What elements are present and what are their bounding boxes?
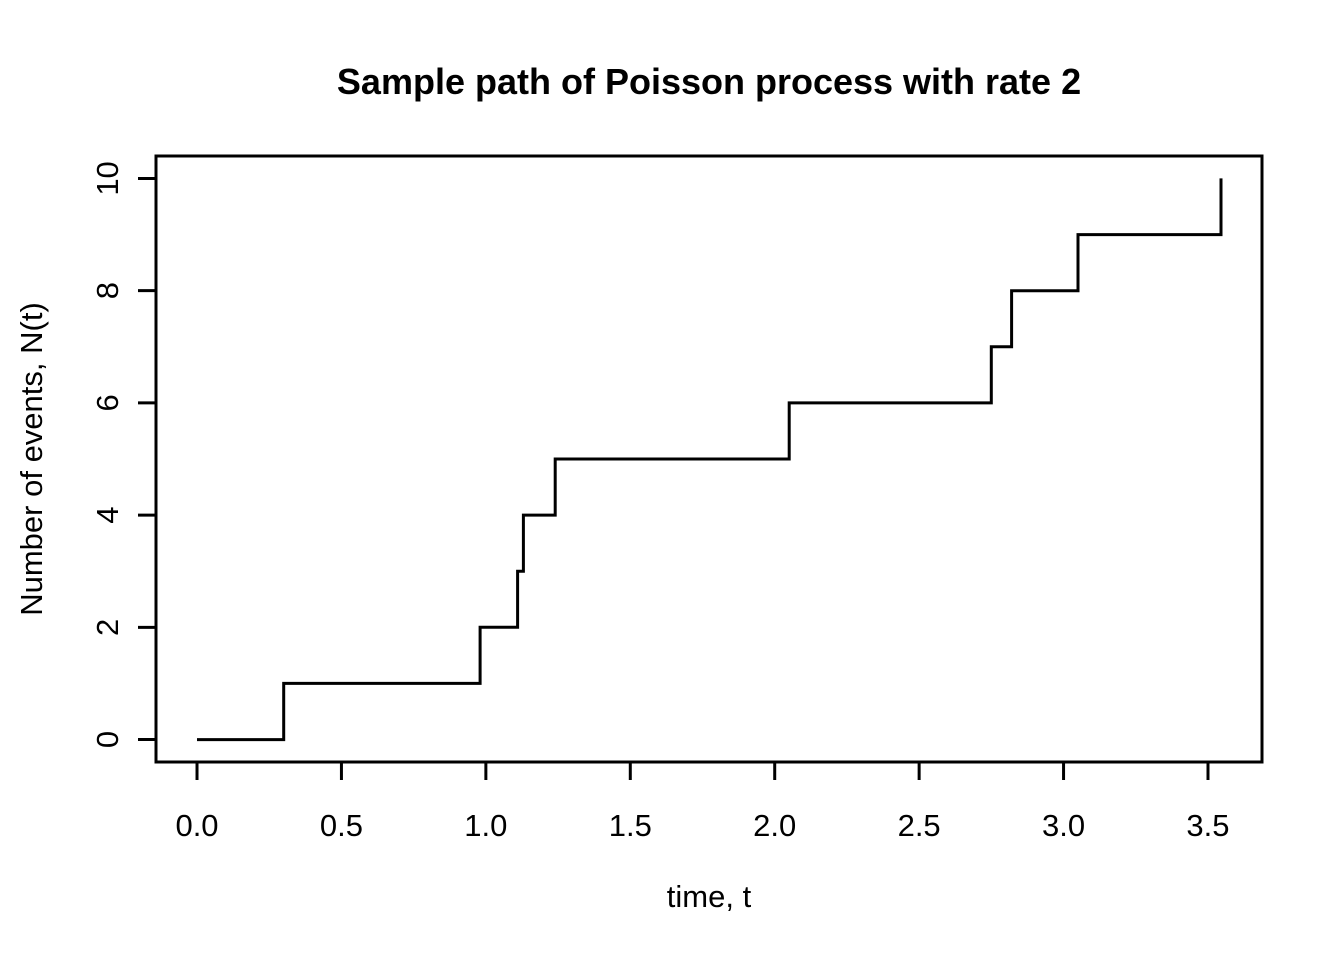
plot-box — [154, 154, 1264, 764]
plot-area: 0.0 0.5 1.0 1.5 2.0 2.5 3.0 3.5 0 2 4 6 8 10 — [90, 154, 1264, 843]
y-tick-label: 4 — [90, 506, 125, 523]
y-tick-label: 10 — [90, 161, 125, 195]
y-tick-label: 2 — [90, 619, 125, 636]
x-tick-label: 3.0 — [1042, 808, 1085, 843]
x-tick-label: 2.5 — [898, 808, 941, 843]
y-tick-label: 6 — [90, 394, 125, 411]
x-tick-label: 0.0 — [175, 808, 218, 843]
chart-title: Sample path of Poisson process with rate… — [337, 61, 1081, 102]
x-tick-label: 2.0 — [753, 808, 796, 843]
x-tick-label: 1.5 — [609, 808, 652, 843]
y-tick-label: 8 — [90, 282, 125, 299]
step-path — [197, 178, 1223, 742]
x-tick-label: 1.0 — [464, 808, 507, 843]
y-tick-label: 0 — [90, 731, 125, 748]
x-tick-label: 3.5 — [1186, 808, 1229, 843]
y-axis-label: Number of events, N(t) — [14, 302, 49, 616]
x-axis-label: time, t — [667, 879, 752, 914]
x-tick-label: 0.5 — [320, 808, 363, 843]
